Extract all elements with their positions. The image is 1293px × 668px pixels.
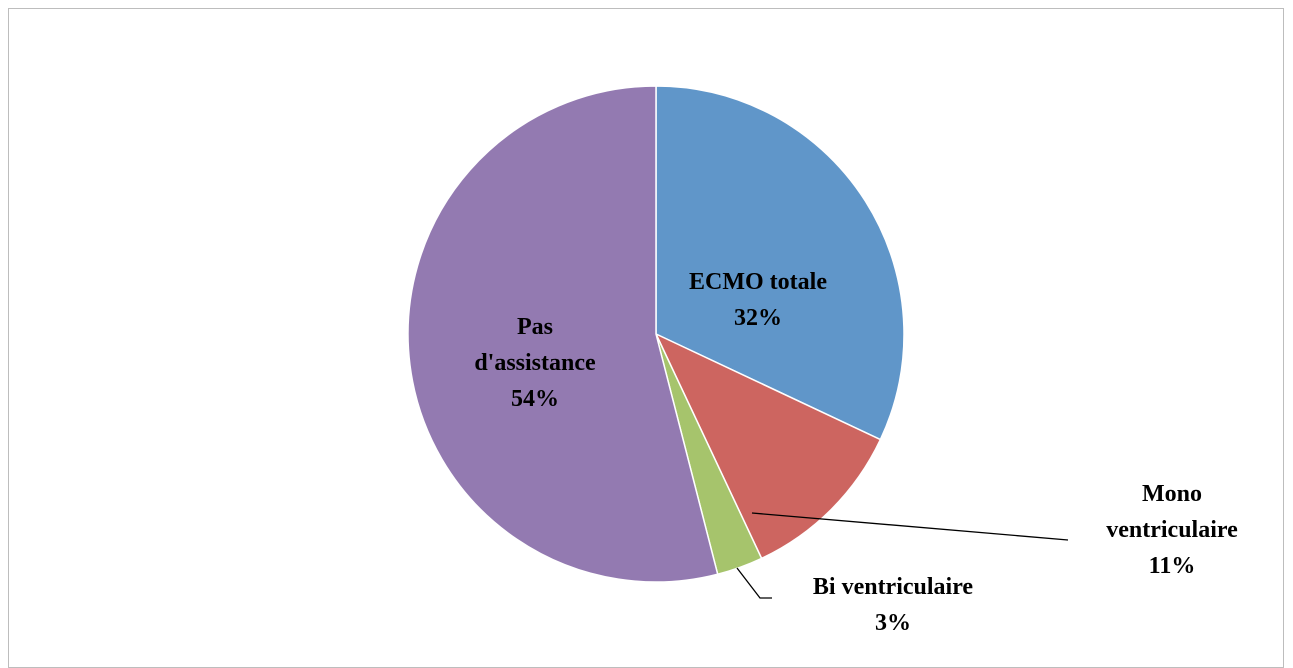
pie-slice xyxy=(655,85,905,441)
chart xyxy=(407,85,1069,599)
slice-label: Mono ventriculaire 11% xyxy=(1097,476,1247,584)
category-label: Pas d'assistance xyxy=(474,314,596,376)
value-label: 54% xyxy=(511,386,559,412)
page: ECMO totale 32% Mono ventriculaire 11% Bi ve… xyxy=(8,8,1284,668)
value-label: 11% xyxy=(1148,553,1196,579)
leader-line xyxy=(736,567,772,599)
slice-label: ECMO totale 32% xyxy=(648,264,868,336)
category-label: Bi ventriculaire xyxy=(812,574,974,600)
category-label: Mono ventriculaire xyxy=(1106,481,1238,543)
slice-label: Bi ventriculaire 3% xyxy=(763,569,1023,641)
value-label: 32% xyxy=(734,305,782,331)
pie-slice xyxy=(654,332,882,560)
leader-line xyxy=(751,512,1069,541)
category-label: ECMO totale xyxy=(689,269,827,295)
slice-label: Pas d'assistance 54% xyxy=(465,309,605,417)
pie-slice xyxy=(407,85,719,583)
value-label: 3% xyxy=(875,610,911,636)
